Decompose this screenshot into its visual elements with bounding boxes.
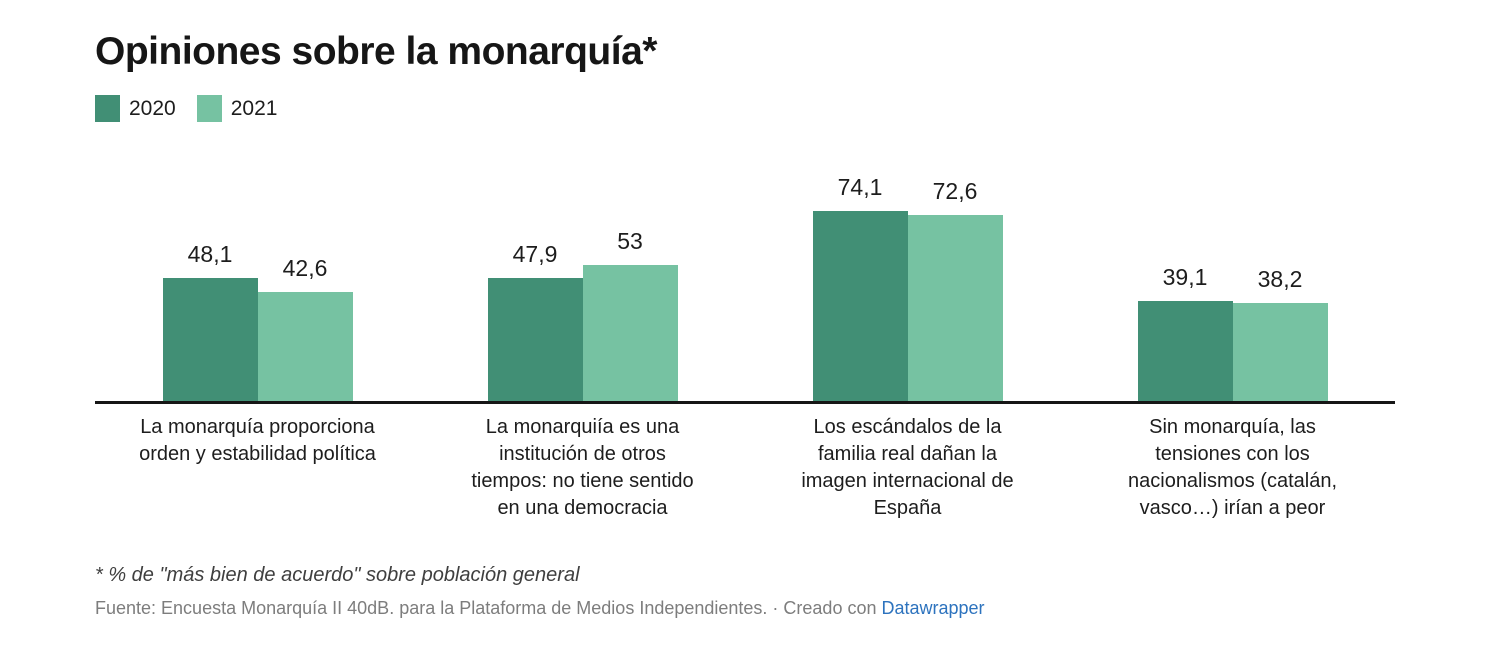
legend-swatch-2020-icon — [95, 95, 120, 122]
legend-swatch-2021-icon — [196, 95, 222, 122]
source-line: Fuente: Encuesta Monarquía II 40dB. para… — [95, 598, 1395, 619]
plot-area: 48,1 42,6 47,9 53 74,1 72,6 39,1 38,2 — [95, 145, 1395, 404]
category-label-line: Sin monarquía, las — [1149, 416, 1316, 438]
category-label-line: orden y estabilidad política — [139, 443, 376, 465]
source-text: Fuente: Encuesta Monarquía II 40dB. para… — [95, 598, 882, 618]
value-label: 74,1 — [837, 174, 883, 201]
legend-item-2020: 2020 — [95, 95, 176, 122]
category-label-line: institución de otros — [499, 443, 666, 465]
chart-title: Opiniones sobre la monarquía* — [95, 30, 657, 73]
datawrapper-link[interactable]: Datawrapper — [881, 598, 985, 618]
category-axis: La monarquía proporciona orden y estabili… — [95, 414, 1395, 522]
category-label-line: imagen internacional de — [801, 470, 1014, 492]
footnote: * % de "más bien de acuerdo" sobre pobla… — [95, 564, 580, 586]
bar-group: 74,1 72,6 — [745, 174, 1070, 401]
category-label: Los escándalos de la familia real dañan l… — [745, 414, 1070, 522]
category-label-line: La monarquía proporciona — [140, 416, 375, 438]
value-label: 38,2 — [1257, 266, 1303, 293]
bar-2020: 39,1 — [1137, 264, 1233, 401]
category-label-line: en una democracia — [497, 497, 668, 519]
category-label-line: La monarquiía es una — [485, 416, 680, 438]
value-label: 47,9 — [512, 241, 558, 268]
category-label-line: tiempos: no tiene sentido — [471, 470, 694, 492]
category-label: Sin monarquía, las tensiones con los nacio… — [1070, 414, 1395, 522]
value-label: 48,1 — [187, 240, 233, 267]
category-label: La monarquiía es una institución de otros… — [420, 414, 745, 522]
legend-label-2020: 2020 — [129, 96, 176, 120]
bar-group: 39,1 38,2 — [1070, 264, 1395, 401]
category-label: La monarquía proporciona orden y estabili… — [95, 414, 420, 522]
category-label-line: España — [873, 497, 942, 519]
legend-label-2021: 2021 — [230, 96, 278, 120]
value-label: 53 — [617, 228, 643, 255]
chart-container: Opiniones sobre la monarquía* 2020 2021 … — [95, 30, 1395, 619]
value-label: 72,6 — [932, 178, 978, 205]
bar-2020: 47,9 — [487, 241, 583, 401]
legend-item-2021: 2021 — [196, 95, 278, 122]
bar-2021: 72,6 — [907, 178, 1003, 401]
category-label-line: nacionalismos (catalán, — [1128, 470, 1337, 492]
bar-2021: 42,6 — [257, 255, 353, 401]
bar-2021: 38,2 — [1232, 266, 1328, 401]
bar-2020: 48,1 — [162, 241, 258, 401]
value-label: 39,1 — [1162, 263, 1208, 290]
bar-2020: 74,1 — [812, 174, 908, 401]
bar-group: 47,9 53 — [420, 228, 745, 401]
bar-2021: 53 — [582, 228, 678, 401]
category-label-line: vasco…) irían a peor — [1139, 497, 1326, 519]
value-label: 42,6 — [282, 254, 328, 281]
category-label-line: tensiones con los — [1155, 443, 1310, 465]
category-label-line: familia real dañan la — [818, 443, 997, 465]
category-label-line: Los escándalos de la — [813, 416, 1002, 438]
legend: 2020 2021 — [95, 95, 1395, 122]
bar-group: 48,1 42,6 — [95, 241, 420, 401]
